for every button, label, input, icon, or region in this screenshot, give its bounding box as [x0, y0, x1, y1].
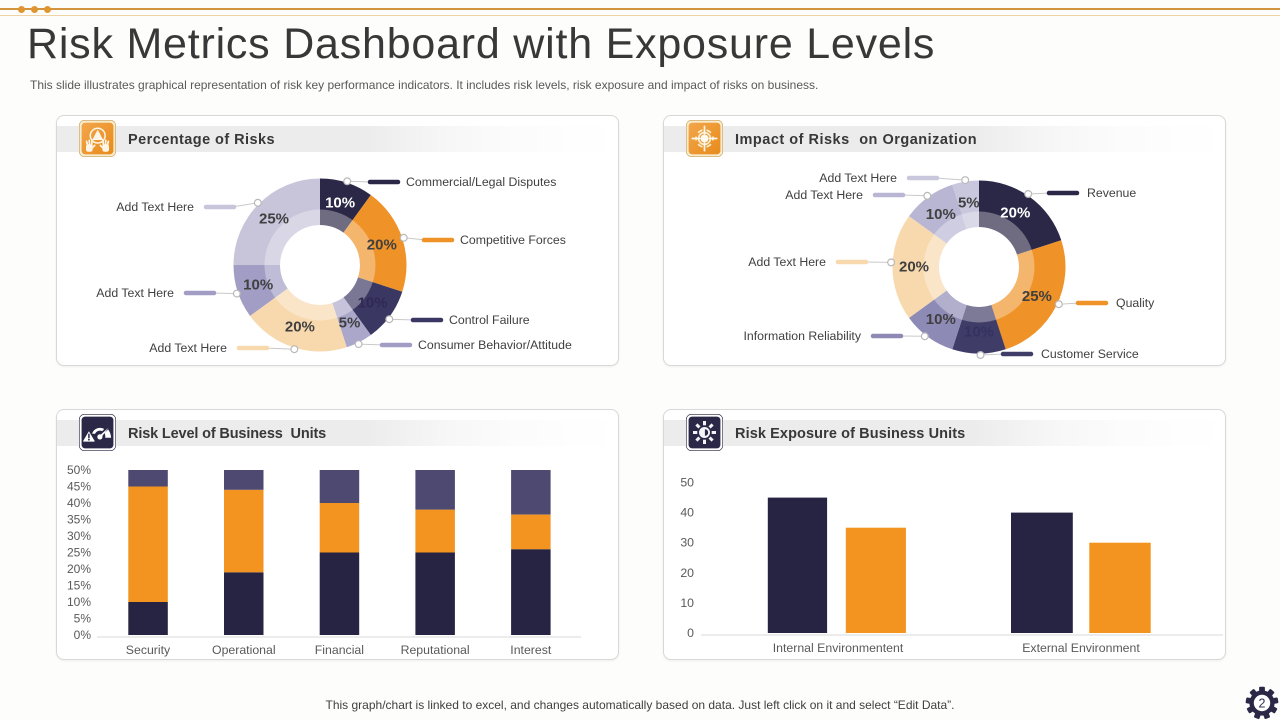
svg-text:30: 30: [680, 536, 694, 550]
svg-text:10%: 10%: [926, 206, 956, 223]
svg-text:Competitive Forces: Competitive Forces: [460, 233, 566, 247]
svg-text:5%: 5%: [339, 314, 361, 331]
svg-text:10%: 10%: [325, 195, 355, 212]
svg-text:25%: 25%: [1022, 288, 1052, 305]
svg-text:5%: 5%: [958, 194, 980, 211]
svg-text:0%: 0%: [74, 628, 92, 642]
svg-text:Information Reliability: Information Reliability: [743, 329, 861, 343]
svg-text:10: 10: [680, 596, 694, 610]
svg-text:Control Failure: Control Failure: [449, 313, 530, 327]
svg-text:Commercial/Legal Disputes: Commercial/Legal Disputes: [406, 175, 556, 189]
svg-text:10%: 10%: [67, 595, 91, 609]
svg-text:25%: 25%: [259, 211, 289, 228]
svg-text:Add Text Here: Add Text Here: [149, 341, 227, 355]
svg-text:Revenue: Revenue: [1087, 186, 1136, 200]
svg-text:Add Text Here: Add Text Here: [819, 171, 897, 185]
svg-text:50%: 50%: [67, 463, 91, 477]
svg-text:External Environment: External Environment: [1022, 641, 1140, 655]
svg-text:Financial: Financial: [315, 643, 364, 657]
svg-text:Interest: Interest: [510, 643, 552, 657]
svg-text:Add Text Here: Add Text Here: [785, 188, 863, 202]
svg-text:10%: 10%: [358, 295, 388, 312]
svg-text:Add Text Here: Add Text Here: [96, 286, 174, 300]
svg-text:0: 0: [687, 626, 694, 640]
svg-text:Customer Service: Customer Service: [1041, 347, 1139, 361]
svg-text:Internal Environmentent: Internal Environmentent: [773, 641, 904, 655]
svg-text:25%: 25%: [67, 546, 91, 560]
svg-text:20%: 20%: [67, 562, 91, 576]
svg-text:Operational: Operational: [212, 643, 276, 657]
svg-text:10%: 10%: [243, 277, 273, 294]
svg-text:30%: 30%: [67, 529, 91, 543]
svg-text:20: 20: [680, 566, 694, 580]
svg-text:Quality: Quality: [1116, 296, 1155, 310]
svg-text:Reputational: Reputational: [401, 643, 470, 657]
svg-text:Add Text Here: Add Text Here: [116, 200, 194, 214]
svg-text:10%: 10%: [964, 324, 994, 341]
svg-text:Add Text Here: Add Text Here: [748, 255, 826, 269]
svg-text:Security: Security: [126, 643, 171, 657]
svg-text:15%: 15%: [67, 579, 91, 593]
svg-text:40%: 40%: [67, 496, 91, 510]
svg-text:Consumer Behavior/Attitude: Consumer Behavior/Attitude: [418, 338, 572, 352]
svg-text:20%: 20%: [367, 236, 397, 253]
svg-text:50: 50: [680, 476, 694, 490]
svg-text:35%: 35%: [67, 513, 91, 527]
svg-text:45%: 45%: [67, 480, 91, 494]
svg-text:40: 40: [680, 506, 694, 520]
svg-text:2: 2: [1259, 697, 1266, 711]
svg-text:20%: 20%: [285, 318, 315, 335]
svg-text:20%: 20%: [899, 259, 929, 276]
svg-text:20%: 20%: [1000, 205, 1030, 222]
svg-text:10%: 10%: [926, 311, 956, 328]
svg-text:5%: 5%: [74, 612, 92, 626]
